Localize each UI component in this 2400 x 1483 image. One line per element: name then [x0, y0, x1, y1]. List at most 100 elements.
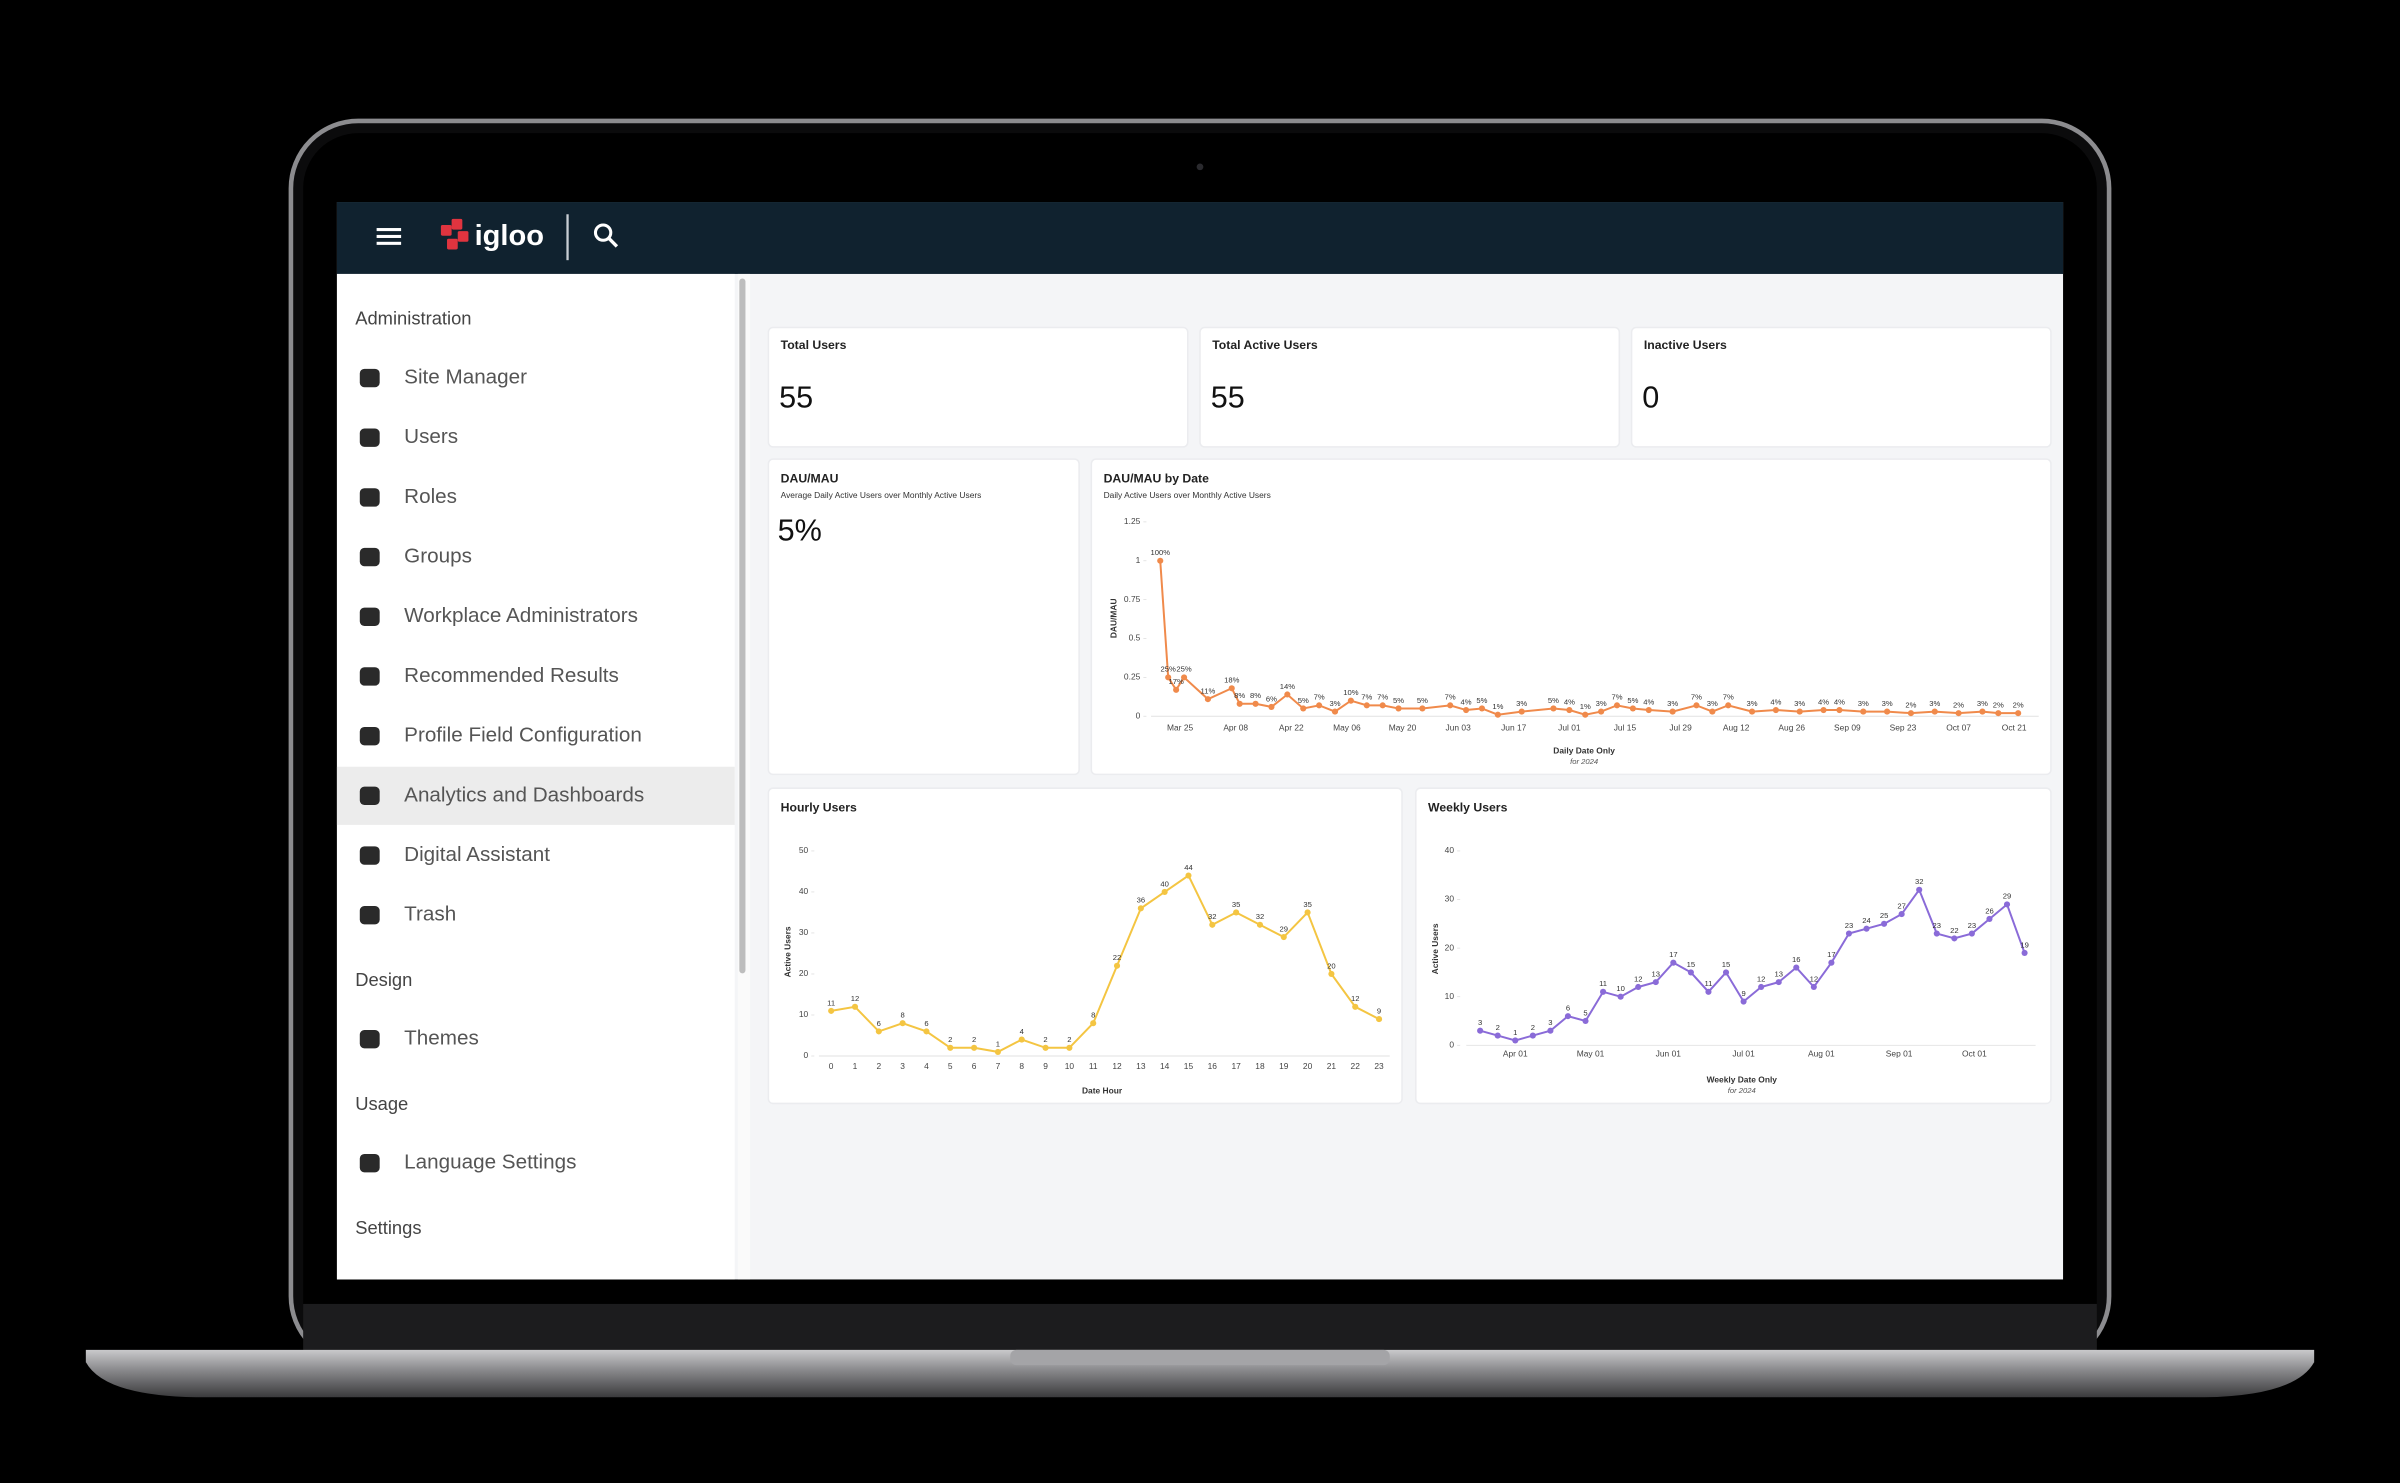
nav-item[interactable]: Analytics and Dashboards: [336, 766, 735, 825]
nav-item[interactable]: Workplace Administrators: [359, 604, 638, 627]
data-label: 7%: [1723, 693, 1734, 702]
x-tick-label: 10: [1065, 1061, 1075, 1071]
nav-label: Analytics and Dashboards: [404, 783, 644, 806]
data-label: 1: [1513, 1028, 1517, 1037]
point: [1566, 706, 1573, 714]
point: [1796, 708, 1803, 715]
point: [1550, 705, 1557, 712]
point: [1494, 1032, 1501, 1039]
nav-icon: [359, 1029, 380, 1049]
data-label: 35: [1303, 900, 1312, 909]
x-tick-label: Aug 26: [1778, 723, 1805, 733]
data-label: 17%: [1168, 677, 1183, 686]
laptop-notch: [1010, 1349, 1390, 1366]
y-tick-label: 20: [1445, 942, 1455, 952]
nav-item[interactable]: Recommended Results: [359, 664, 619, 687]
search-button[interactable]: [593, 223, 619, 248]
x-tick-label: Sep 01: [1886, 1049, 1913, 1059]
x-tick-label: May 06: [1333, 723, 1361, 733]
nav-item[interactable]: Language Settings: [359, 1151, 577, 1174]
y-axis-label: Active Users: [1430, 923, 1440, 974]
data-label: 8: [1091, 1011, 1095, 1020]
point: [1477, 1027, 1484, 1034]
point: [1173, 686, 1180, 693]
nav-icon: [359, 488, 380, 507]
point: [1419, 705, 1426, 712]
data-label: 2: [1067, 1035, 1071, 1044]
line: [830, 874, 1380, 1053]
card: [767, 326, 1189, 448]
nav-label: Workplace Administrators: [404, 604, 638, 627]
data-label: 2%: [1953, 701, 1964, 710]
point: [1793, 964, 1800, 971]
data-label: 32: [1208, 912, 1217, 921]
x-axis-note: for 2024: [1570, 757, 1598, 766]
card: [1630, 326, 2052, 448]
x-tick-label: 22: [1351, 1061, 1361, 1071]
point: [1113, 962, 1121, 969]
point: [994, 1048, 1001, 1055]
x-axis-label: Weekly Date Only: [1707, 1075, 1778, 1085]
point: [1512, 1037, 1519, 1044]
data-label: 6: [1566, 1004, 1570, 1013]
data-label: 3%: [1858, 699, 1869, 708]
data-label: 3%: [1667, 699, 1678, 708]
point: [1986, 915, 1993, 923]
data-label: 11%: [1201, 687, 1216, 696]
nav-item[interactable]: Digital Assistant: [359, 843, 550, 866]
data-label: 11: [827, 998, 835, 1007]
point: [1582, 711, 1589, 718]
kpi-title: Total Users: [781, 338, 847, 352]
point: [1863, 925, 1870, 932]
point: [1347, 697, 1354, 704]
point: [1968, 930, 1975, 937]
point: [1363, 702, 1370, 709]
nav-label: Recommended Results: [404, 664, 619, 687]
x-tick-label: Jul 01: [1732, 1049, 1755, 1059]
data-label: 13: [1774, 969, 1783, 978]
point: [1693, 702, 1700, 709]
point: [1236, 700, 1243, 707]
nav-item[interactable]: Trash: [359, 903, 456, 926]
point: [1884, 708, 1891, 715]
nav-item[interactable]: Roles: [359, 485, 457, 508]
data-label: 7%: [1611, 693, 1622, 702]
point: [2021, 949, 2028, 957]
x-tick-label: Aug 12: [1723, 723, 1750, 733]
nav-label: Site Manager: [404, 365, 527, 388]
data-label: 17: [1827, 950, 1836, 959]
menu-icon-line: [376, 228, 402, 232]
data-label: 4%: [1818, 697, 1829, 706]
data-label: 23: [1845, 921, 1854, 930]
y-tick-label: 0.75: [1124, 594, 1141, 604]
point: [1300, 705, 1307, 712]
data-label: 3%: [1707, 699, 1718, 708]
data-label: 35: [1232, 900, 1241, 909]
x-axis-label: Daily Date Only: [1553, 746, 1615, 756]
y-tick-label: 20: [799, 968, 809, 978]
point: [1185, 872, 1192, 879]
nav-item[interactable]: Profile Field Configuration: [359, 724, 642, 747]
nav-item[interactable]: Themes: [359, 1027, 479, 1050]
nav-item[interactable]: Users: [359, 425, 458, 448]
point: [1951, 935, 1958, 942]
point: [1042, 1044, 1049, 1051]
point: [1916, 886, 1923, 893]
nav-item[interactable]: Site Manager: [359, 365, 527, 388]
data-label: 15: [1687, 960, 1696, 969]
nav-icon: [359, 726, 380, 746]
x-tick-label: Sep 23: [1890, 723, 1917, 733]
scrollbar[interactable]: [739, 278, 746, 974]
nav-item[interactable]: Groups: [359, 545, 472, 568]
point: [1379, 702, 1386, 709]
data-label: 2: [972, 1035, 976, 1044]
data-label: 12: [1351, 994, 1360, 1003]
point: [1447, 702, 1454, 709]
y-tick-label: 40: [799, 886, 809, 896]
x-tick-label: Apr 22: [1279, 723, 1304, 733]
x-tick-label: Mar 25: [1167, 723, 1193, 733]
logo[interactable]: igloo: [440, 218, 544, 252]
x-tick-label: May 01: [1577, 1049, 1605, 1059]
menu-button[interactable]: [376, 228, 402, 245]
data-label: 3%: [1329, 699, 1340, 708]
